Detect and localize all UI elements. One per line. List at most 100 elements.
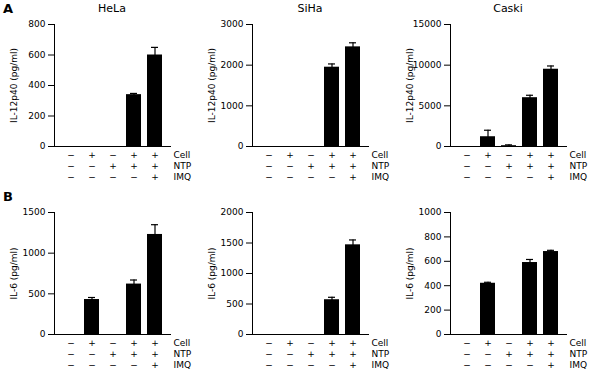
svg-text:−: − (307, 338, 315, 348)
svg-text:−: − (484, 172, 492, 182)
svg-text:−: − (265, 150, 273, 160)
svg-text:+: + (88, 338, 96, 348)
svg-text:1000: 1000 (221, 268, 244, 278)
svg-text:−: − (265, 349, 273, 359)
svg-text:+: + (109, 161, 117, 171)
svg-text:−: − (67, 161, 75, 171)
svg-text:+: + (88, 150, 96, 160)
svg-text:1000: 1000 (419, 207, 442, 217)
svg-text:−: − (505, 172, 513, 182)
svg-text:NTP: NTP (372, 349, 390, 359)
svg-text:+: + (151, 172, 159, 182)
svg-text:−: − (109, 150, 117, 160)
svg-text:NTP: NTP (570, 161, 588, 171)
svg-text:IMQ: IMQ (174, 360, 192, 370)
svg-text:Cell: Cell (570, 338, 587, 348)
svg-text:+: + (547, 360, 555, 370)
svg-text:3000: 3000 (221, 19, 244, 29)
svg-text:+: + (484, 150, 492, 160)
svg-text:−: − (109, 172, 117, 182)
svg-text:−: − (307, 360, 315, 370)
svg-text:Cell: Cell (174, 338, 191, 348)
svg-text:+: + (151, 150, 159, 160)
svg-text:800: 800 (28, 19, 45, 29)
svg-text:400: 400 (424, 281, 441, 291)
svg-text:IL-6 (pg/ml): IL-6 (pg/ml) (405, 247, 415, 299)
svg-text:0: 0 (238, 141, 244, 151)
svg-text:−: − (505, 360, 513, 370)
svg-text:600: 600 (28, 50, 45, 60)
svg-text:500: 500 (226, 299, 243, 309)
svg-text:−: − (67, 150, 75, 160)
svg-text:IL-12p40 (pg/ml): IL-12p40 (pg/ml) (405, 48, 415, 123)
svg-text:+: + (307, 349, 315, 359)
svg-text:+: + (526, 161, 534, 171)
svg-text:−: − (484, 349, 492, 359)
svg-text:+: + (349, 349, 357, 359)
svg-text:−: − (88, 360, 96, 370)
svg-text:IL-12p40 (pg/ml): IL-12p40 (pg/ml) (207, 48, 217, 123)
svg-text:+: + (307, 161, 315, 171)
svg-text:15000: 15000 (413, 19, 442, 29)
svg-text:+: + (349, 360, 357, 370)
svg-text:−: − (67, 172, 75, 182)
svg-text:IL-6 (pg/ml): IL-6 (pg/ml) (9, 247, 19, 299)
svg-text:−: − (463, 172, 471, 182)
svg-text:+: + (547, 349, 555, 359)
svg-text:−: − (109, 360, 117, 370)
svg-text:10000: 10000 (413, 60, 442, 70)
svg-text:−: − (484, 161, 492, 171)
svg-text:−: − (526, 360, 534, 370)
svg-text:+: + (547, 172, 555, 182)
svg-text:+: + (151, 360, 159, 370)
svg-text:−: − (265, 161, 273, 171)
svg-text:NTP: NTP (174, 161, 192, 171)
svg-text:1000: 1000 (23, 248, 46, 258)
svg-text:NTP: NTP (570, 349, 588, 359)
svg-text:IMQ: IMQ (570, 360, 588, 370)
svg-text:IL-12p40 (pg/ml): IL-12p40 (pg/ml) (9, 48, 19, 123)
svg-text:NTP: NTP (174, 349, 192, 359)
svg-text:−: − (526, 172, 534, 182)
svg-text:Cell: Cell (570, 150, 587, 160)
svg-text:+: + (328, 349, 336, 359)
svg-text:5000: 5000 (419, 101, 442, 111)
svg-text:−: − (328, 172, 336, 182)
svg-text:+: + (130, 150, 138, 160)
svg-text:−: − (67, 360, 75, 370)
svg-text:−: − (484, 360, 492, 370)
svg-text:+: + (130, 338, 138, 348)
svg-text:+: + (328, 150, 336, 160)
svg-text:2000: 2000 (221, 60, 244, 70)
svg-text:+: + (151, 338, 159, 348)
svg-text:−: − (88, 349, 96, 359)
svg-text:0: 0 (238, 329, 244, 339)
svg-text:−: − (88, 161, 96, 171)
svg-text:−: − (463, 360, 471, 370)
svg-text:+: + (547, 161, 555, 171)
svg-text:−: − (130, 360, 138, 370)
svg-text:−: − (328, 360, 336, 370)
svg-text:−: − (67, 349, 75, 359)
svg-text:−: − (286, 172, 294, 182)
svg-text:−: − (286, 349, 294, 359)
svg-text:200: 200 (28, 111, 45, 121)
svg-text:+: + (286, 150, 294, 160)
svg-text:Cell: Cell (372, 338, 389, 348)
svg-text:−: − (130, 172, 138, 182)
svg-text:+: + (130, 349, 138, 359)
svg-text:IMQ: IMQ (570, 172, 588, 182)
svg-text:+: + (505, 349, 513, 359)
svg-text:+: + (349, 338, 357, 348)
svg-text:+: + (547, 338, 555, 348)
svg-text:+: + (109, 349, 117, 359)
svg-text:+: + (526, 338, 534, 348)
svg-text:1500: 1500 (23, 207, 46, 217)
svg-text:−: − (265, 360, 273, 370)
svg-text:−: − (505, 338, 513, 348)
svg-text:−: − (88, 172, 96, 182)
svg-text:0: 0 (40, 141, 46, 151)
svg-text:Cell: Cell (174, 150, 191, 160)
svg-text:−: − (265, 338, 273, 348)
svg-text:+: + (130, 161, 138, 171)
